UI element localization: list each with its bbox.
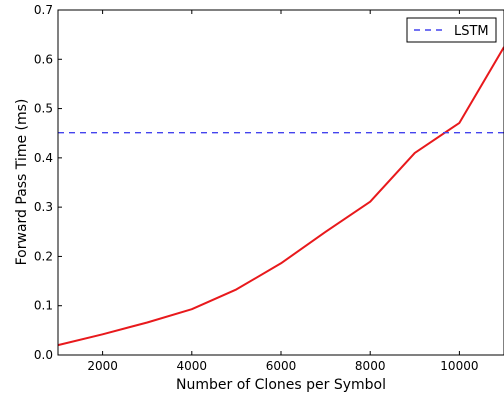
y-tick-label: 0.6 [34, 52, 53, 66]
x-axis-label: Number of Clones per Symbol [176, 377, 386, 393]
y-tick-label: 0.4 [34, 151, 53, 165]
x-tick-label: 2000 [87, 359, 118, 373]
series-layer [57, 46, 504, 347]
y-tick-label: 0.2 [34, 249, 53, 263]
x-tick-label: 6000 [266, 359, 297, 373]
plot-frame [57, 9, 504, 356]
y-tick-label: 0.0 [34, 348, 53, 362]
x-tick-label: 4000 [177, 359, 208, 373]
legend-box [406, 17, 497, 43]
y-tick-label: 0.1 [34, 299, 53, 313]
series-line-series-0 [57, 46, 504, 347]
y-axis-label: Forward Pass Time (ms) [14, 99, 30, 266]
y-tick-label: 0.7 [34, 3, 53, 17]
legend: LSTM [406, 17, 497, 43]
legend-label-lstm: LSTM [454, 24, 489, 39]
x-tick-label: 10000 [440, 359, 478, 373]
x-tick-label: 8000 [355, 359, 386, 373]
ticks-layer: 2000 4000 6000 8000 10000 0.0 0.1 0.2 0.3 0.4 0.5 0… [34, 3, 479, 373]
y-tick-label: 0.3 [34, 200, 53, 214]
y-tick-label: 0.5 [34, 102, 53, 116]
